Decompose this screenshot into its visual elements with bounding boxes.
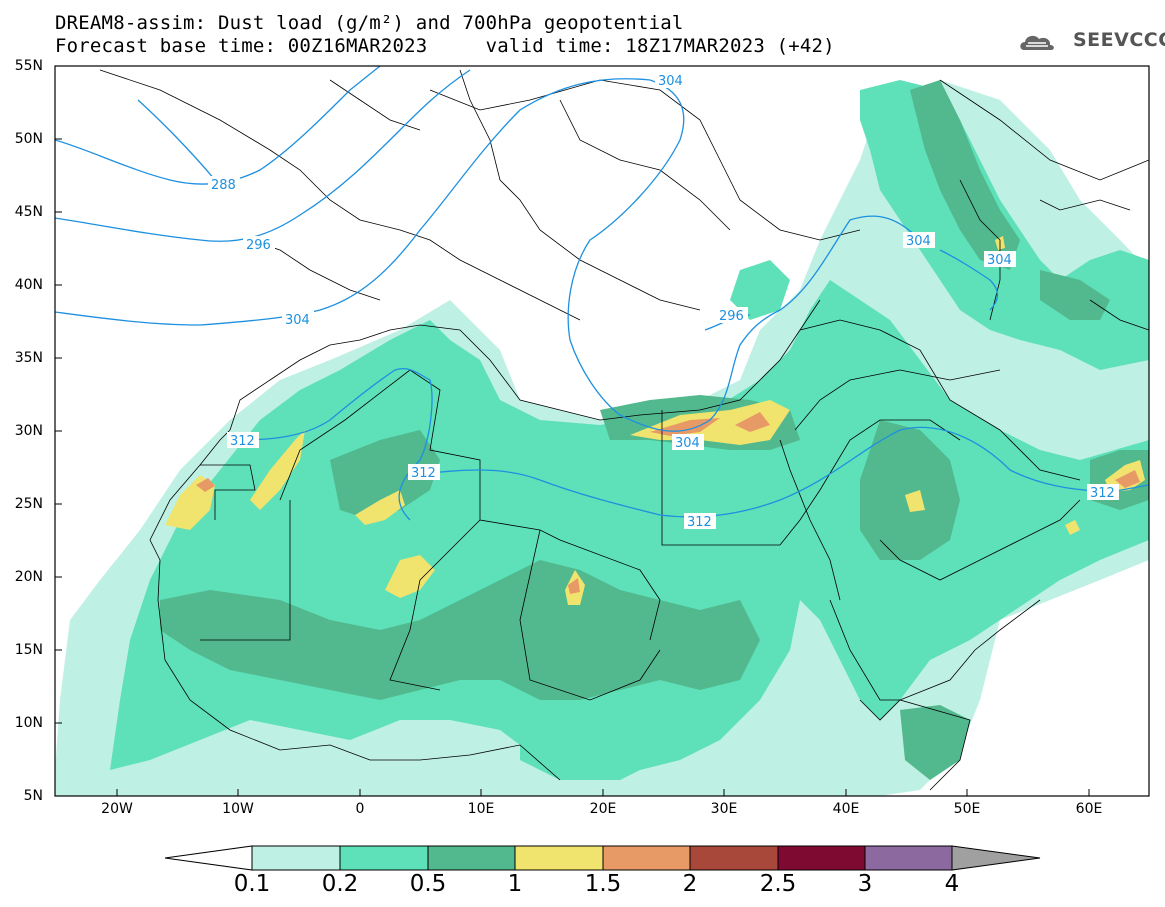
lon-label: 40E (832, 801, 860, 817)
geopotential-contours (55, 66, 1149, 521)
lat-label: 45N (14, 204, 43, 220)
colorbar-swatch (514, 845, 604, 871)
lon-label: 10E (467, 801, 495, 817)
lat-label: 10N (14, 715, 43, 731)
lat-label: 20N (14, 569, 43, 585)
lon-label: 20E (589, 801, 617, 817)
colorbar-swatch (251, 845, 341, 871)
lat-label: 5N (23, 788, 43, 804)
lat-label: 25N (14, 496, 43, 512)
ticks (55, 65, 1090, 796)
seevccc-cloud-icon (1020, 35, 1054, 50)
seevccc-logo-text: SEEVCCC (1073, 29, 1165, 51)
borders (99, 69, 1149, 791)
contour-label: 296 (246, 238, 271, 253)
colorbar (164, 845, 1041, 871)
contour-label: 312 (230, 434, 255, 449)
contour-label: 296 (719, 309, 744, 324)
lat-label: 55N (14, 58, 43, 74)
contour-label: 304 (675, 436, 700, 451)
colorbar-swatch (602, 845, 691, 871)
contour-label: 288 (211, 178, 236, 193)
contour-labels: 288 296 304 304 304 296 304 312 312 304 … (208, 72, 1119, 530)
map-title: DREAM8-assim: Dust load (g/m²) and 700hP… (55, 12, 684, 34)
colorbar-swatch (864, 845, 953, 871)
colorbar-label: 0.2 (321, 871, 359, 897)
lat-label: 15N (14, 642, 43, 658)
colorbar-swatch (689, 845, 779, 871)
colorbar-label: 2.5 (759, 871, 797, 897)
colorbar-label: 1.5 (584, 871, 622, 897)
colorbar-high-arrow (951, 845, 1041, 871)
lat-label: 35N (14, 350, 43, 366)
colorbar-swatch (339, 845, 429, 871)
lon-label: 30E (710, 801, 738, 817)
lon-label: 0 (355, 801, 365, 817)
colorbar-label: 2 (682, 871, 698, 897)
lat-label: 40N (14, 277, 43, 293)
colorbar-low-arrow (164, 845, 253, 871)
lon-label: 60E (1075, 801, 1103, 817)
contour-label: 304 (987, 253, 1012, 268)
forecast-times: Forecast base time: 00Z16MAR2023 valid t… (55, 35, 835, 57)
lon-label: 20W (101, 801, 133, 817)
contour-label: 304 (285, 313, 310, 328)
contour-label: 304 (658, 74, 683, 89)
lon-label: 10W (222, 801, 254, 817)
contour-label: 312 (1090, 486, 1115, 501)
colorbar-label: 0.5 (409, 871, 447, 897)
contour-label: 304 (906, 234, 931, 249)
colorbar-label: 3 (857, 871, 873, 897)
colorbar-label: 1 (507, 871, 523, 897)
colorbar-label: 4 (944, 871, 960, 897)
contour-label: 312 (687, 515, 712, 530)
colorbar-label: 0.1 (233, 871, 271, 897)
colorbar-swatch (777, 845, 866, 871)
colorbar-swatch (427, 845, 516, 871)
lon-label: 50E (953, 801, 981, 817)
contour-label: 312 (411, 466, 436, 481)
lat-label: 30N (14, 423, 43, 439)
lat-label: 50N (14, 131, 43, 147)
